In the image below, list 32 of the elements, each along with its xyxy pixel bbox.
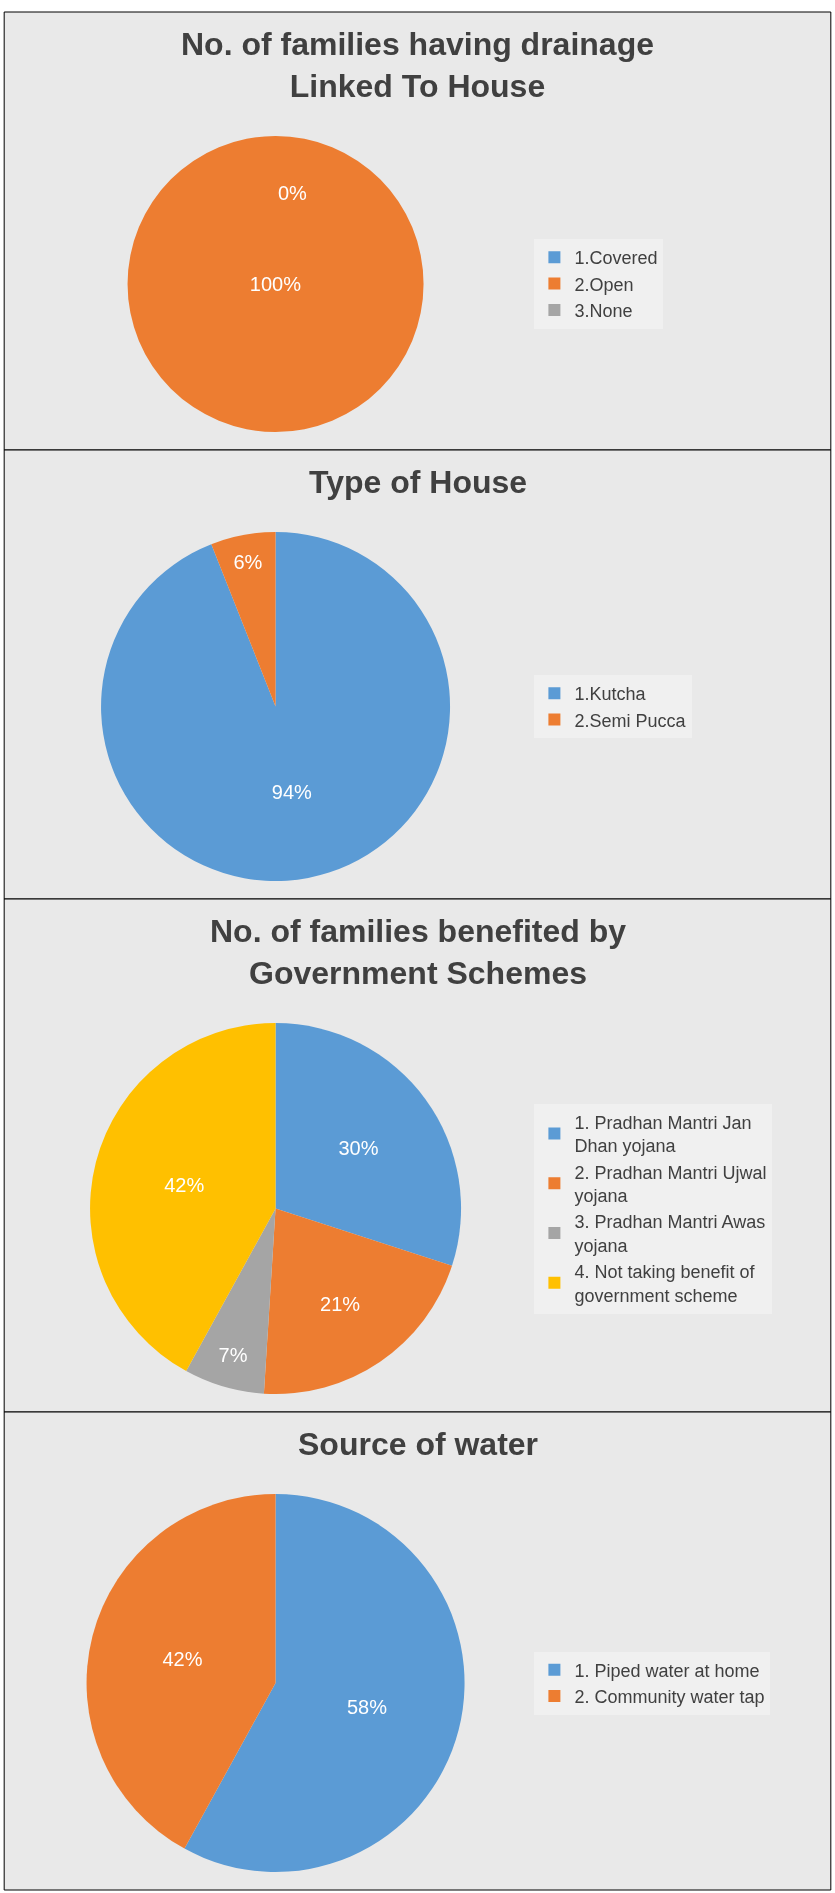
data-label: 30% [338, 1137, 379, 1160]
legend-label: 3. Pradhan Mantri Awas yojana [574, 1212, 766, 1256]
pie-slice [101, 532, 450, 881]
chart-title: Type of House [309, 464, 528, 500]
pie-slice [86, 1494, 276, 1849]
legend-label: 1. Pradhan Mantri Jan Dhan yojana [574, 1112, 752, 1157]
legend-label: 2. Pradhan Mantri Ujwal yojana [574, 1162, 767, 1206]
legend-label: 2. Community water tap [574, 1687, 765, 1708]
pie-slice [275, 1023, 461, 1266]
data-label: 21% [320, 1292, 361, 1315]
chart-title: No. of families having drainage Linked To House [181, 26, 654, 104]
data-label: 6% [233, 551, 263, 574]
text: 0% [278, 182, 307, 204]
legend-label: 3.None [574, 301, 633, 322]
pie-slice [90, 1023, 276, 1372]
chart-title: Source of water [298, 1426, 539, 1462]
legend-label: 4. Not taking benefit of government scheme [574, 1262, 756, 1306]
chart-title: No. of families benefited by Government Schemes [210, 913, 627, 991]
data-label: 58% [346, 1695, 388, 1718]
legend-label: 2.Semi Pucca [574, 710, 687, 731]
legend-label: 2.Open [574, 274, 634, 295]
legend-label: 1.Kutcha [574, 684, 647, 705]
data-label: 100% [249, 273, 302, 295]
pie-slice [263, 1208, 452, 1394]
data-label: 42% [162, 1648, 203, 1671]
data-label: 42% [164, 1174, 205, 1197]
pie-slice [186, 1208, 276, 1394]
data-label: 7% [218, 1343, 248, 1366]
pie-slice [211, 532, 276, 707]
legend-label: 1.Covered [574, 248, 658, 269]
data-label: 94% [271, 781, 313, 804]
legend-label: 1. Piped water at home [574, 1660, 760, 1681]
